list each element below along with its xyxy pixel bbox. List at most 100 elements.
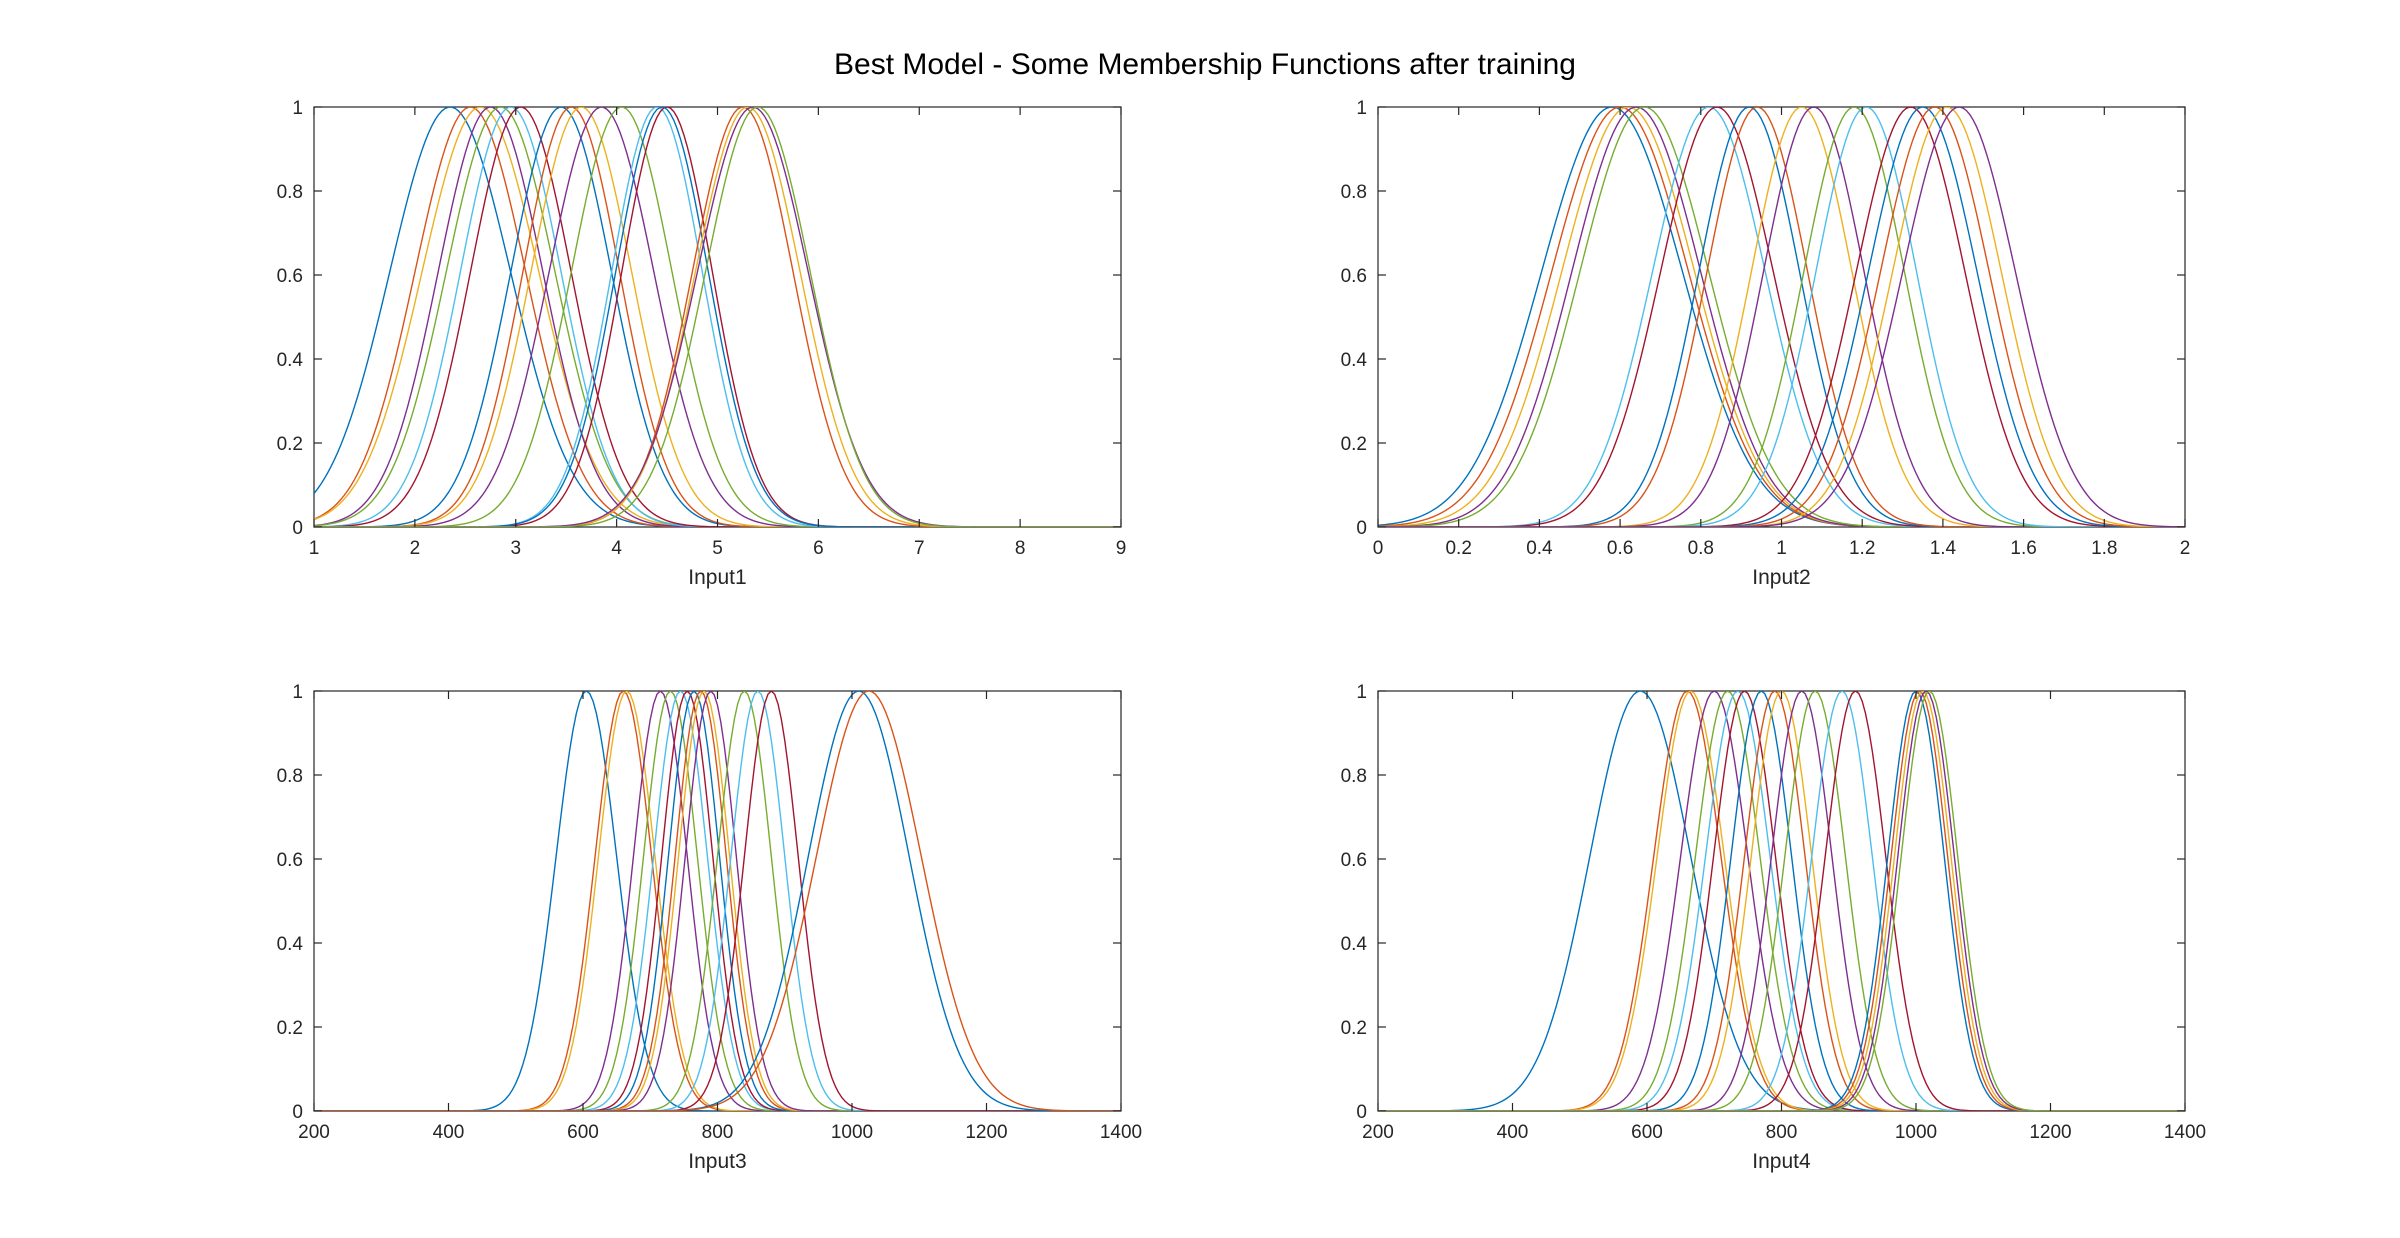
y-tick-label: 0.2 — [1341, 1018, 1367, 1039]
y-tick-label: 0.4 — [1341, 934, 1368, 955]
membership-function-line — [314, 691, 1121, 1111]
membership-function-line — [314, 691, 1121, 1111]
y-tick-label: 0 — [292, 518, 303, 539]
membership-function-line — [314, 691, 1121, 1111]
membership-function-line — [314, 691, 1121, 1111]
membership-function-line — [1378, 691, 2185, 1111]
membership-function-line — [1378, 691, 2185, 1111]
x-tick-label: 800 — [1766, 1122, 1798, 1143]
x-axis-label: Input2 — [1752, 566, 1810, 589]
x-tick-label: 1000 — [831, 1122, 873, 1143]
x-tick-label: 0.8 — [1688, 538, 1714, 559]
x-tick-label: 200 — [298, 1122, 330, 1143]
x-tick-label: 6 — [813, 538, 824, 559]
membership-function-line — [1378, 107, 2185, 527]
x-tick-label: 1200 — [965, 1122, 1007, 1143]
membership-function-line — [314, 691, 1121, 1111]
y-tick-label: 0 — [292, 1102, 303, 1123]
x-tick-label: 0.2 — [1445, 538, 1471, 559]
membership-function-line — [1378, 691, 2185, 1111]
membership-function-line — [1378, 691, 2185, 1111]
y-tick-label: 0.8 — [1341, 182, 1367, 203]
membership-function-line — [1378, 691, 2185, 1111]
y-tick-label: 0 — [1356, 1102, 1367, 1123]
membership-function-line — [1378, 107, 2185, 527]
curve-group — [1378, 107, 2185, 527]
membership-function-line — [314, 691, 1121, 1111]
membership-function-line — [314, 107, 1121, 527]
x-tick-label: 1.8 — [2091, 538, 2117, 559]
x-tick-label: 1200 — [2029, 1122, 2071, 1143]
membership-function-line — [1378, 107, 2185, 527]
membership-function-line — [1378, 107, 2185, 527]
x-axis-label: Input1 — [688, 566, 746, 589]
subplot-1: 1 2 3 4 5 6 7 8 9 0 0.2 0.4 0.6 0.8 1 Input1 — [277, 98, 1127, 589]
membership-function-line — [314, 107, 1121, 527]
membership-function-line — [1378, 107, 2185, 527]
membership-function-line — [1378, 691, 2185, 1111]
y-tick-label: 1 — [1356, 98, 1367, 119]
x-tick-label: 600 — [1631, 1122, 1663, 1143]
x-tick-label: 5 — [712, 538, 723, 559]
subplot-2: 0 0.2 0.4 0.6 0.8 1 1.2 1.4 1.6 1.8 2 0 0.2 0.4 0.6 0.8… — [1341, 98, 2191, 589]
membership-function-line — [314, 691, 1121, 1111]
membership-function-line — [314, 107, 1121, 527]
x-tick-label: 9 — [1116, 538, 1127, 559]
x-tick-label: 2 — [410, 538, 421, 559]
x-tick-label: 1400 — [1100, 1122, 1142, 1143]
membership-function-line — [1378, 691, 2185, 1111]
membership-function-line — [1378, 107, 2185, 527]
curve-group — [314, 691, 1121, 1111]
membership-function-line — [1378, 107, 2185, 527]
y-tick-label: 0.2 — [277, 1018, 303, 1039]
y-tick-label: 0.6 — [277, 850, 303, 871]
membership-function-line — [314, 107, 1121, 527]
x-tick-label: 3 — [510, 538, 521, 559]
membership-function-line — [1378, 107, 2185, 527]
membership-function-line — [1378, 691, 2185, 1111]
y-tick-label: 1 — [292, 98, 303, 119]
x-tick-label: 2 — [2180, 538, 2191, 559]
membership-function-line — [314, 691, 1121, 1111]
x-tick-label: 0.4 — [1526, 538, 1553, 559]
membership-function-line — [314, 107, 1121, 527]
y-tick-label: 0.8 — [1341, 766, 1367, 787]
x-tick-label: 1.2 — [1849, 538, 1875, 559]
membership-function-line — [314, 691, 1121, 1111]
x-tick-label: 8 — [1015, 538, 1026, 559]
y-tick-label: 0.2 — [1341, 434, 1367, 455]
figure-title: Best Model - Some Membership Functions a… — [834, 48, 1576, 81]
x-axis-label: Input3 — [688, 1150, 746, 1173]
x-axis-label: Input4 — [1752, 1150, 1811, 1173]
y-tick-label: 0.4 — [277, 350, 304, 371]
x-tick-label: 600 — [567, 1122, 599, 1143]
y-tick-label: 0.2 — [277, 434, 303, 455]
x-tick-label: 4 — [611, 538, 622, 559]
membership-function-line — [1378, 691, 2185, 1111]
y-tick-label: 0.4 — [277, 934, 304, 955]
x-tick-label: 400 — [433, 1122, 465, 1143]
y-tick-label: 0.4 — [1341, 350, 1368, 371]
membership-function-line — [1378, 107, 2185, 527]
y-tick-label: 1 — [292, 682, 303, 703]
x-tick-label: 1000 — [1895, 1122, 1937, 1143]
y-tick-label: 0.8 — [277, 182, 303, 203]
x-tick-label: 800 — [702, 1122, 734, 1143]
x-tick-label: 1 — [309, 538, 320, 559]
x-tick-label: 1 — [1776, 538, 1787, 559]
x-tick-label: 400 — [1497, 1122, 1529, 1143]
y-tick-label: 0.6 — [1341, 850, 1367, 871]
y-tick-label: 0.6 — [277, 266, 303, 287]
membership-function-line — [314, 691, 1121, 1111]
y-tick-label: 0 — [1356, 518, 1367, 539]
membership-function-line — [314, 107, 1121, 527]
membership-function-line — [1378, 691, 2185, 1111]
y-tick-label: 0.6 — [1341, 266, 1367, 287]
membership-function-line — [314, 691, 1121, 1111]
x-tick-label: 0 — [1373, 538, 1384, 559]
x-tick-label: 1.6 — [2010, 538, 2036, 559]
x-tick-label: 200 — [1362, 1122, 1394, 1143]
y-tick-label: 0.8 — [277, 766, 303, 787]
